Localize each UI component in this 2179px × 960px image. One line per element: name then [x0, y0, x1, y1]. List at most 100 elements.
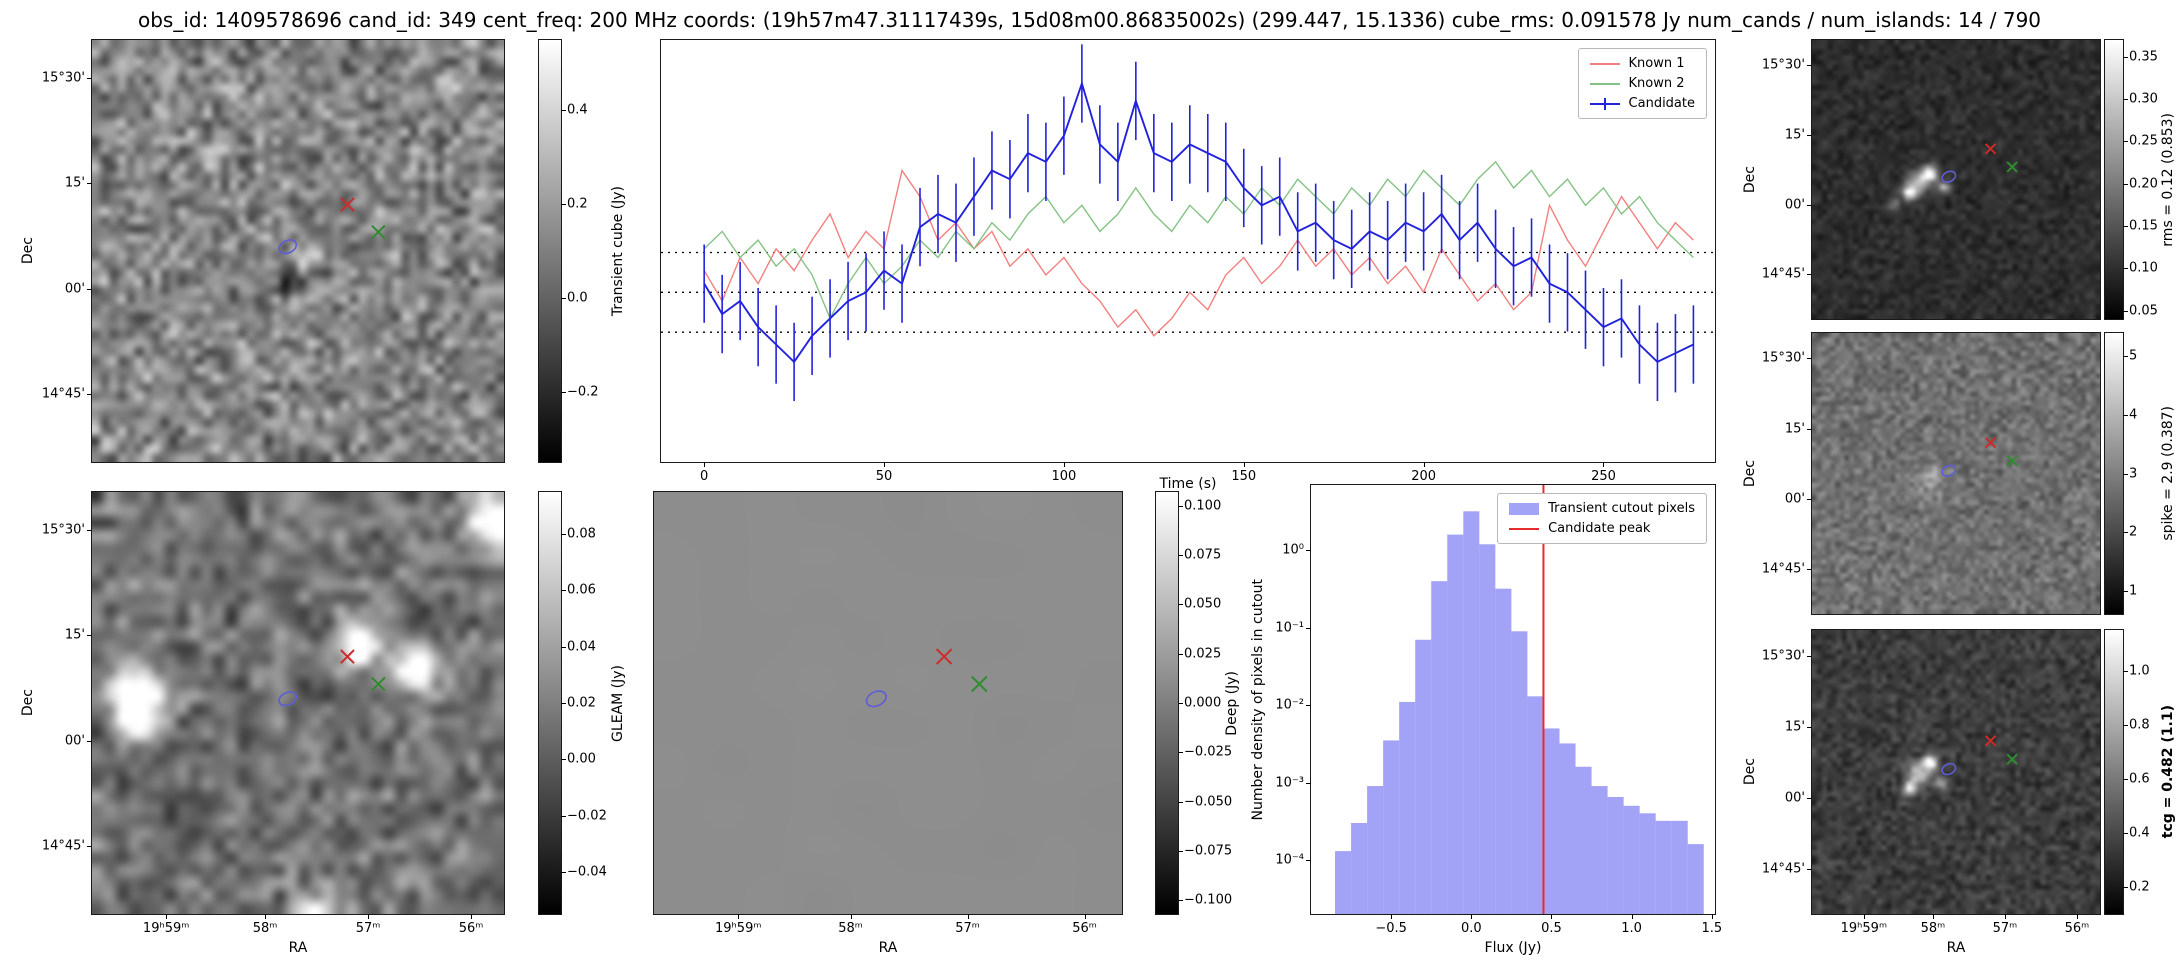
colorbar-tick-mark	[561, 703, 566, 704]
histogram-bar	[1527, 696, 1544, 914]
rms-colorbar-label: rms = 0.12 (0.853)	[2160, 112, 2176, 247]
dec-tick-label: 15°30'	[41, 70, 85, 86]
ra-tick-label: 58ᵐ	[252, 921, 278, 936]
colorbar-tick-label: 0.0	[567, 290, 588, 306]
time-axis-label: Time (s)	[1159, 476, 1217, 492]
histogram-bar	[1495, 588, 1512, 914]
histogram-bar	[1543, 728, 1560, 914]
colorbar-tick-label: 0.06	[567, 582, 596, 598]
candidate-contour	[278, 239, 298, 255]
colorbar-tick-label: 2	[2129, 524, 2138, 540]
legend-entry: Known 2	[1589, 76, 1695, 91]
known-source-1-marker	[935, 648, 953, 665]
tcg-image: 15°30' 15' 00' 14°45' 19ʰ59ᵐ 58ᵐ 57ᵐ 56ᵐ	[1762, 629, 2101, 936]
time-tick-mark	[1063, 462, 1065, 467]
dec-tick-label: 00'	[64, 733, 85, 749]
legend-entry: Candidate peak	[1509, 521, 1695, 536]
density-tick-label: 10⁻²	[1275, 697, 1304, 713]
colorbar-tick-label: 0.000	[1184, 695, 1222, 711]
known-source-2-marker	[2006, 455, 2018, 467]
known-source-2-marker	[971, 675, 988, 693]
density-tick-mark	[1306, 859, 1311, 861]
dec-tick-label: 14°45'	[1761, 266, 1805, 282]
flux-tick-label: 1.5	[1701, 921, 1723, 936]
dec-tick-label: 00'	[1784, 790, 1805, 806]
colorbar-tick-mark	[561, 871, 566, 873]
dec-tick-mark	[1807, 65, 1812, 67]
dec-tick-label: 00'	[1784, 197, 1805, 213]
dec-tick-mark	[1807, 134, 1812, 136]
histogram-bar	[1639, 813, 1656, 914]
histogram-bar	[1447, 534, 1464, 914]
colorbar-tick-mark	[2123, 226, 2128, 227]
time-tick-label: 0	[700, 469, 709, 484]
flux-tick-mark	[1471, 914, 1473, 919]
ra-tick-mark	[265, 914, 267, 919]
dec-tick-label: 00'	[64, 281, 85, 297]
ra-tick-mark	[967, 914, 969, 919]
colorbar-tick-label: 0.04	[567, 639, 596, 655]
dec-tick-label: 14°45'	[1761, 861, 1805, 877]
colorbar-tick-mark	[1178, 555, 1183, 557]
figure-title: obs_id: 1409578696 cand_id: 349 cent_fre…	[137, 8, 2042, 32]
known-source-2-marker	[371, 676, 386, 692]
ra-axis-label: RA	[878, 940, 898, 956]
colorbar-tick-label: 0.4	[567, 102, 588, 118]
dec-tick-mark	[1807, 274, 1812, 276]
flux-tick-label: 1.0	[1621, 921, 1642, 936]
tcg-colorbar-label: tcg = 0.482 (1.1)	[2160, 705, 2176, 839]
gleam-colorbar-label: GLEAM (Jy)	[610, 664, 626, 742]
time-tick-mark	[884, 462, 886, 467]
dec-tick-label: 15°30'	[41, 522, 85, 538]
ra-tick-label: 19ʰ59ᵐ	[1840, 921, 1888, 936]
dec-tick-mark	[1807, 797, 1812, 799]
dec-tick-mark	[1807, 428, 1812, 430]
histogram-bar	[1351, 822, 1368, 914]
colorbar-tick-mark	[2123, 590, 2128, 592]
colorbar-tick-mark	[561, 204, 566, 206]
flux-tick-label: −0.5	[1375, 921, 1407, 936]
legend-label: Known 2	[1628, 76, 1685, 91]
legend-line-swatch	[1509, 522, 1540, 536]
dec-axis-label: Dec	[1742, 459, 1758, 488]
time-tick-label: 200	[1411, 469, 1437, 484]
dec-tick-label: 15°30'	[1761, 350, 1805, 366]
ra-axis-label: RA	[1946, 940, 1966, 956]
spike-colorbar: 5 4 3 2 1	[2104, 332, 2137, 615]
colorbar-tick-label: 0.08	[567, 526, 596, 542]
legend-entry: Candidate	[1589, 96, 1695, 111]
known-source-2-marker	[2006, 753, 2018, 765]
histogram-bar	[1415, 639, 1432, 914]
density-tick-mark	[1306, 627, 1311, 629]
gleam-image: 15°30' 15' 00' 14°45' 19ʰ59ᵐ 58ᵐ 57ᵐ 56ᵐ	[42, 491, 505, 936]
deep-colorbar-label: Deep (Jy)	[1224, 670, 1240, 736]
colorbar-tick-label: 0.6	[2129, 771, 2150, 787]
transient-cube-image: 15°30' 15' 00' 14°45'	[42, 39, 505, 463]
colorbar-tick-label: 0.8	[2129, 717, 2150, 733]
colorbar-tick-label: 0.35	[2129, 49, 2158, 65]
colorbar-tick-mark	[2123, 268, 2128, 270]
colorbar-tick-mark	[2123, 356, 2128, 358]
density-tick-label: 10⁻⁴	[1275, 852, 1304, 868]
colorbar-tick-label: 1.0	[2129, 663, 2150, 679]
candidate-contour	[865, 690, 887, 708]
histogram-bar	[1655, 820, 1672, 914]
density-tick-mark	[1306, 705, 1311, 707]
density-tick-mark	[1306, 550, 1311, 552]
dec-tick-label: 15'	[64, 175, 85, 191]
ra-tick-mark	[368, 914, 370, 919]
ra-tick-mark	[166, 914, 168, 919]
colorbar-tick-label: 0.05	[2129, 303, 2158, 319]
dec-tick-mark	[1807, 655, 1812, 657]
colorbar-tick-label: 0.050	[1184, 596, 1222, 612]
transient_cube-pixels	[92, 40, 504, 462]
colorbar-tick-mark	[2123, 414, 2128, 416]
dec-tick-mark	[87, 635, 92, 637]
histogram-bar	[1479, 544, 1496, 914]
flux-histogram-plot: Transient cutout pixels Candidate peak −0…	[1275, 484, 1722, 936]
light-curve-plot: Known 1 Known 2 Candidate 0 50 100 150 200 250	[660, 39, 1716, 484]
colorbar-tick-label: 0.2	[567, 196, 588, 212]
colorbar-tick-label: 0.02	[567, 695, 596, 711]
ra-tick-label: 56ᵐ	[1072, 921, 1097, 936]
flux-tick-mark	[1631, 914, 1633, 919]
